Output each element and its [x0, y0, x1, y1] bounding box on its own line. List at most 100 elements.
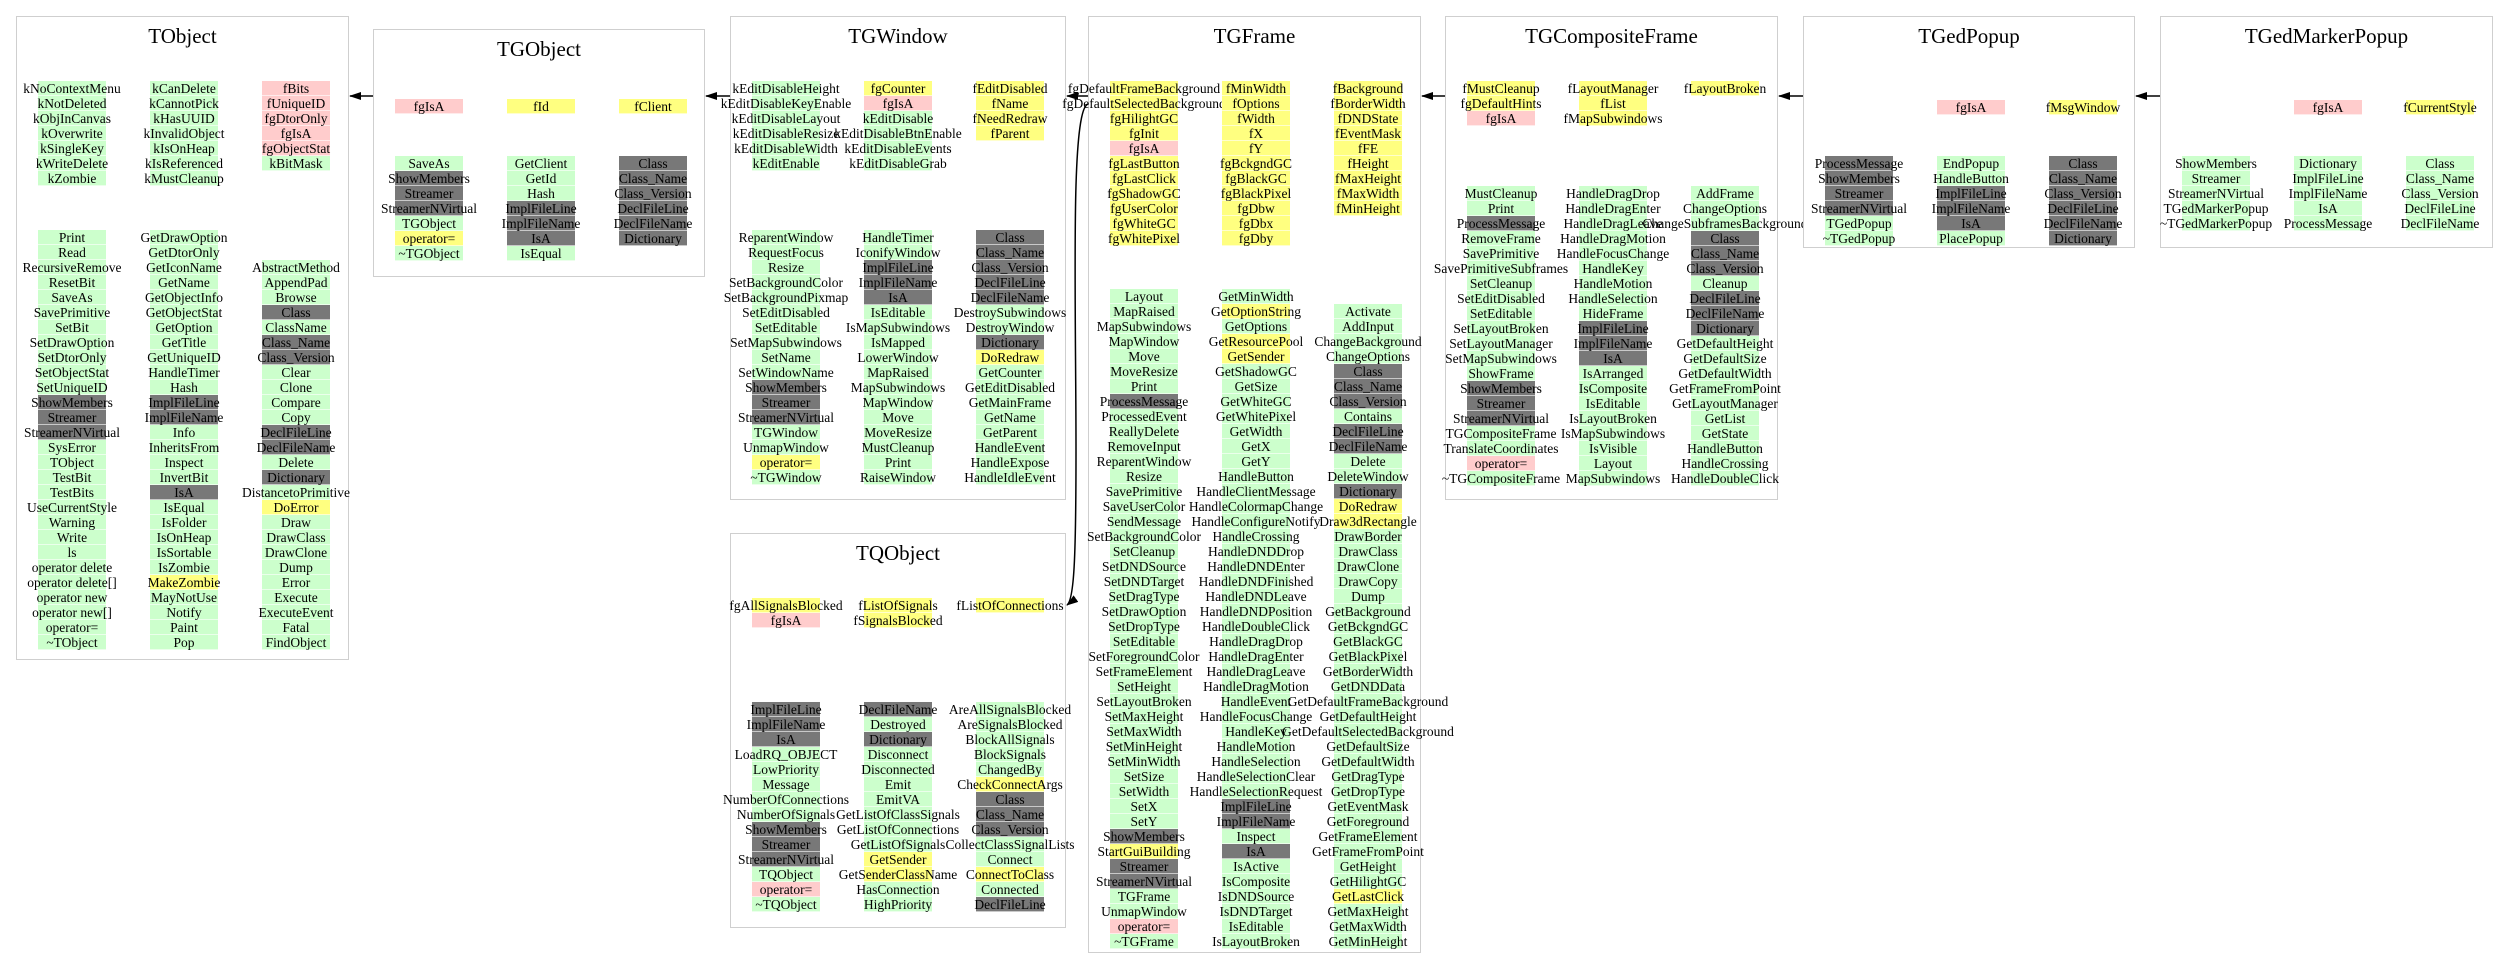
method-item[interactable]: ImplFileName	[747, 717, 825, 732]
method-item[interactable]: GetBckgndGC	[1328, 619, 1408, 634]
method-item[interactable]: MapRaised	[1110, 304, 1178, 319]
method-item[interactable]: IsDNDSource	[1218, 889, 1294, 904]
method-item[interactable]: GetDrawOption	[141, 230, 228, 245]
method-item[interactable]: HandleEvent	[1221, 694, 1291, 709]
method-item[interactable]: ~TGFrame	[1110, 934, 1178, 949]
method-item[interactable]: TGFrame	[1110, 889, 1178, 904]
method-item[interactable]: LowPriority	[752, 762, 820, 777]
attribute-item[interactable]: fgIsA	[2294, 100, 2362, 115]
method-item[interactable]: ReparentWindow	[1097, 454, 1191, 469]
method-item[interactable]: HandleConfigureNotify	[1192, 514, 1320, 529]
attribute-item[interactable]: kHasUUID	[150, 111, 218, 126]
method-item[interactable]: Info	[150, 425, 218, 440]
method-item[interactable]: EndPopup	[1937, 156, 2005, 171]
method-item[interactable]: StreamerNVirtual	[24, 425, 120, 440]
method-item[interactable]: TGedMarkerPopup	[2164, 201, 2269, 216]
method-item[interactable]: IsEditable	[1222, 919, 1290, 934]
method-item[interactable]: Class_Version	[971, 822, 1049, 837]
method-item[interactable]: IsA	[150, 485, 218, 500]
method-item[interactable]: Class_Name	[2049, 171, 2117, 186]
method-item[interactable]: SetLayoutManager	[1449, 336, 1553, 351]
method-item[interactable]: HandleDNDPosition	[1200, 604, 1312, 619]
method-item[interactable]: ImplFileLine	[148, 395, 220, 410]
method-item[interactable]: HandleButton	[1218, 469, 1294, 484]
method-item[interactable]: ChangedBy	[976, 762, 1044, 777]
method-item[interactable]: GetEventMask	[1328, 799, 1409, 814]
method-item[interactable]: Dictionary	[2049, 231, 2117, 246]
method-item[interactable]: SetCleanup	[1467, 276, 1535, 291]
attribute-item[interactable]: fMustCleanup	[1462, 81, 1540, 96]
attribute-item[interactable]: kCannotPick	[149, 96, 219, 111]
method-item[interactable]: DeclFileLine	[2047, 201, 2119, 216]
method-item[interactable]: GetListOfClassSignals	[836, 807, 960, 822]
method-item[interactable]: GetForeground	[1327, 814, 1409, 829]
method-item[interactable]: Dictionary	[619, 231, 687, 246]
method-item[interactable]: Class_Name	[262, 335, 330, 350]
method-item[interactable]: GetState	[1691, 426, 1759, 441]
attribute-item[interactable]: fgDefaultHints	[1461, 96, 1542, 111]
method-item[interactable]: DeclFileName	[2401, 216, 2479, 231]
attribute-item[interactable]: fgWhitePixel	[1108, 231, 1180, 246]
method-item[interactable]: GetBlackGC	[1333, 634, 1403, 649]
method-item[interactable]: SetDNDSource	[1102, 559, 1186, 574]
method-item[interactable]: SetDropType	[1108, 619, 1180, 634]
method-item[interactable]: HandleDragMotion	[1560, 231, 1666, 246]
attribute-item[interactable]: kNotDeleted	[38, 96, 107, 111]
method-item[interactable]: NumberOfSignals	[737, 807, 835, 822]
method-item[interactable]: Class	[1691, 231, 1759, 246]
method-item[interactable]: ~TGWindow	[750, 470, 822, 485]
method-item[interactable]: StreamerNVirtual	[738, 852, 834, 867]
class-title[interactable]: TGCompositeFrame	[1525, 24, 1698, 48]
method-item[interactable]: ImplFileName	[145, 410, 223, 425]
method-item[interactable]: UnmapWindow	[1101, 904, 1187, 919]
method-item[interactable]: TranslateCoordinates	[1444, 441, 1559, 456]
method-item[interactable]: UnmapWindow	[743, 440, 829, 455]
method-item[interactable]: GetId	[507, 171, 575, 186]
method-item[interactable]: Streamer	[1467, 396, 1535, 411]
method-item[interactable]: SavePrimitive	[1463, 246, 1539, 261]
method-item[interactable]: ChangeSubframesBackground	[1643, 216, 1807, 231]
method-item[interactable]: NumberOfConnections	[723, 792, 849, 807]
method-item[interactable]: MoveResize	[1110, 364, 1178, 379]
method-item[interactable]: GetMaxHeight	[1328, 904, 1409, 919]
method-item[interactable]: Destroyed	[864, 717, 932, 732]
method-item[interactable]: SaveAs	[38, 290, 106, 305]
method-item[interactable]: Class_Version	[2401, 186, 2479, 201]
method-item[interactable]: GetDtorOnly	[148, 245, 220, 260]
method-item[interactable]: SetForegroundColor	[1089, 649, 1200, 664]
method-item[interactable]: GetName	[150, 275, 218, 290]
method-item[interactable]: ~TGedMarkerPopup	[2160, 216, 2272, 231]
method-item[interactable]: DrawClone	[1334, 559, 1402, 574]
method-item[interactable]: SetLayoutBroken	[1453, 321, 1549, 336]
method-item[interactable]: HandleDNDLeave	[1205, 589, 1307, 604]
attribute-item[interactable]: fgWhiteGC	[1110, 216, 1178, 231]
method-item[interactable]: Clear	[262, 365, 330, 380]
method-item[interactable]: operator new[]	[32, 605, 112, 620]
method-item[interactable]: GetParent	[976, 425, 1044, 440]
method-item[interactable]: Move	[864, 410, 932, 425]
method-item[interactable]: HideFrame	[1579, 306, 1647, 321]
method-item[interactable]: GetLayoutManager	[1672, 396, 1778, 411]
method-item[interactable]: HandleKey	[1222, 724, 1290, 739]
method-item[interactable]: GetFrameFromPoint	[1669, 381, 1781, 396]
method-item[interactable]: Class_Version	[2044, 186, 2122, 201]
method-item[interactable]: Copy	[262, 410, 330, 425]
attribute-item[interactable]: fgDbw	[1222, 201, 1290, 216]
method-item[interactable]: SetBackgroundColor	[729, 275, 843, 290]
method-item[interactable]: SetBackgroundPixmap	[724, 290, 848, 305]
method-item[interactable]: Class	[976, 230, 1044, 245]
method-item[interactable]: CheckConnectArgs	[957, 777, 1063, 792]
attribute-item[interactable]: fLayoutManager	[1568, 81, 1658, 96]
method-item[interactable]: Resize	[1110, 469, 1178, 484]
method-item[interactable]: Dictionary	[262, 470, 330, 485]
method-item[interactable]: Class_Name	[2406, 171, 2474, 186]
method-item[interactable]: StartGuiBuilding	[1098, 844, 1191, 859]
attribute-item[interactable]: kEditDisableKeyEnable	[721, 96, 851, 111]
method-item[interactable]: TGedPopup	[1825, 216, 1893, 231]
method-item[interactable]: ShowMembers	[1460, 381, 1542, 396]
attribute-item[interactable]: fgCounter	[864, 81, 932, 96]
method-item[interactable]: ShowMembers	[2175, 156, 2257, 171]
method-item[interactable]: TestBits	[38, 485, 106, 500]
method-item[interactable]: IsA	[752, 732, 820, 747]
method-item[interactable]: PlacePopup	[1937, 231, 2005, 246]
